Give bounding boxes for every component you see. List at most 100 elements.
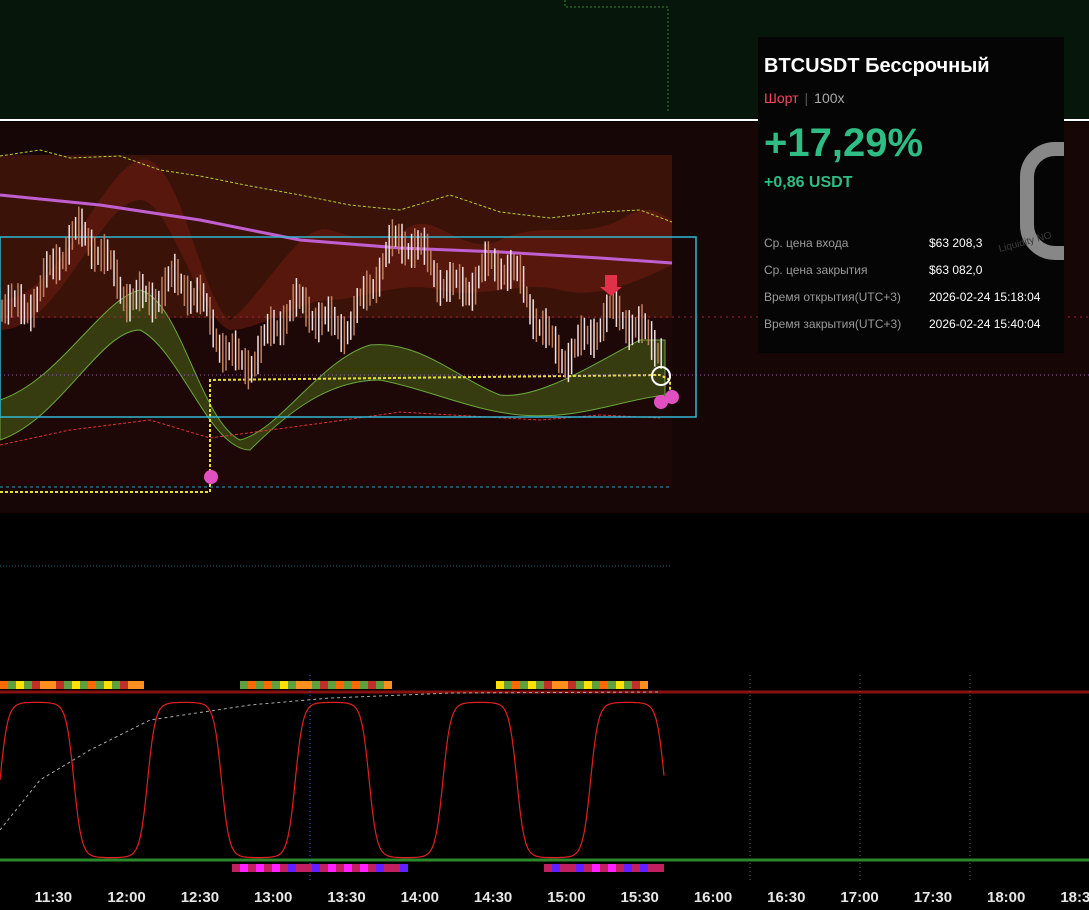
heat-cell (656, 864, 664, 872)
heat-cell (352, 681, 360, 689)
heat-cell (520, 681, 528, 689)
lower-band (0, 289, 666, 451)
heat-cell (616, 681, 624, 689)
time-label: 16:30 (767, 889, 805, 906)
heat-cell (24, 681, 32, 689)
time-label: 12:30 (181, 889, 219, 906)
heat-cell (256, 864, 264, 872)
heat-cell (320, 864, 328, 872)
heat-cell (648, 864, 656, 872)
heat-cell (584, 864, 592, 872)
side: Шорт (764, 90, 799, 106)
heat-cell (312, 681, 320, 689)
heat-cell (528, 681, 536, 689)
heat-cell (496, 681, 504, 689)
heat-cell (600, 681, 608, 689)
time-label: 16:00 (694, 889, 732, 906)
time-label: 15:00 (547, 889, 585, 906)
heat-cell (624, 681, 632, 689)
heat-cell (56, 681, 64, 689)
heat-cell (104, 681, 112, 689)
heat-cell (264, 681, 272, 689)
heat-cell (288, 681, 296, 689)
heat-cell (112, 681, 120, 689)
heat-cell (392, 864, 400, 872)
info-value: $63 208,3 (929, 236, 983, 250)
heat-cell (632, 864, 640, 872)
info-value: $63 082,0 (929, 263, 983, 277)
card-title: BTCUSDT Бессрочный (764, 55, 990, 77)
time-label: 15:30 (621, 889, 659, 906)
heat-cell (248, 681, 256, 689)
heat-cell (328, 864, 336, 872)
heat-cell (552, 681, 560, 689)
heat-cell (576, 681, 584, 689)
info-key: Время закрытия(UTC+3) (764, 317, 902, 331)
info-key: Ср. цена закрытия (764, 263, 868, 277)
upper-stop (0, 149, 673, 223)
heat-cell (512, 681, 520, 689)
heat-cell (560, 864, 568, 872)
heat-cell (296, 681, 304, 689)
short-arrow (600, 275, 622, 296)
heat-cell (352, 864, 360, 872)
heat-cell (248, 864, 256, 872)
heat-cell (320, 681, 328, 689)
info-key: Время открытия(UTC+3) (764, 290, 901, 304)
time-label: 17:00 (840, 889, 878, 906)
heat-cell (336, 864, 344, 872)
heat-cell (560, 681, 568, 689)
heat-cell (592, 681, 600, 689)
heat-cell (336, 681, 344, 689)
heat-cell (536, 681, 544, 689)
heat-cell (344, 681, 352, 689)
heat-cell (376, 864, 384, 872)
heat-cell (264, 864, 272, 872)
heat-cell (240, 681, 248, 689)
heat-cell (368, 681, 376, 689)
osc-trend (0, 691, 661, 831)
heat-cell (256, 681, 264, 689)
heat-cell (272, 681, 280, 689)
heat-cell (624, 864, 632, 872)
lower-stop (0, 411, 661, 446)
info-value: 2026-02-24 15:40:04 (929, 317, 1041, 331)
heat-cell (0, 681, 8, 689)
signal-dot (665, 390, 679, 404)
time-label: 12:00 (107, 889, 145, 906)
heat-cell (400, 864, 408, 872)
signal-dot (654, 395, 668, 409)
heat-cell (608, 864, 616, 872)
heat-cell (384, 864, 392, 872)
heat-cell (632, 681, 640, 689)
time-label: 13:30 (327, 889, 365, 906)
heat-cell (272, 864, 280, 872)
time-label: 18:00 (987, 889, 1025, 906)
heat-cell (304, 681, 312, 689)
heat-cell (64, 681, 72, 689)
heat-cell (304, 864, 312, 872)
heat-cell (376, 681, 384, 689)
heat-cell (544, 681, 552, 689)
heat-cell (312, 864, 320, 872)
close-marker (651, 366, 671, 386)
heat-cell (640, 681, 648, 689)
osc-line (0, 701, 665, 859)
heat-cell (72, 681, 80, 689)
candles (1, 206, 662, 390)
heat-cell (600, 864, 608, 872)
heat-cell (288, 864, 296, 872)
heat-cell (88, 681, 96, 689)
heat-cell (136, 681, 144, 689)
heat-cell (368, 864, 376, 872)
heat-cell (128, 681, 136, 689)
oscillator (0, 675, 971, 880)
info-value: 2026-02-24 15:18:04 (929, 290, 1041, 304)
heat-cell (328, 681, 336, 689)
separator: | (804, 90, 809, 106)
time-label: 17:30 (914, 889, 952, 906)
time-label: 18:30 (1060, 889, 1089, 906)
heat-cell (240, 864, 248, 872)
heat-cell (280, 864, 288, 872)
